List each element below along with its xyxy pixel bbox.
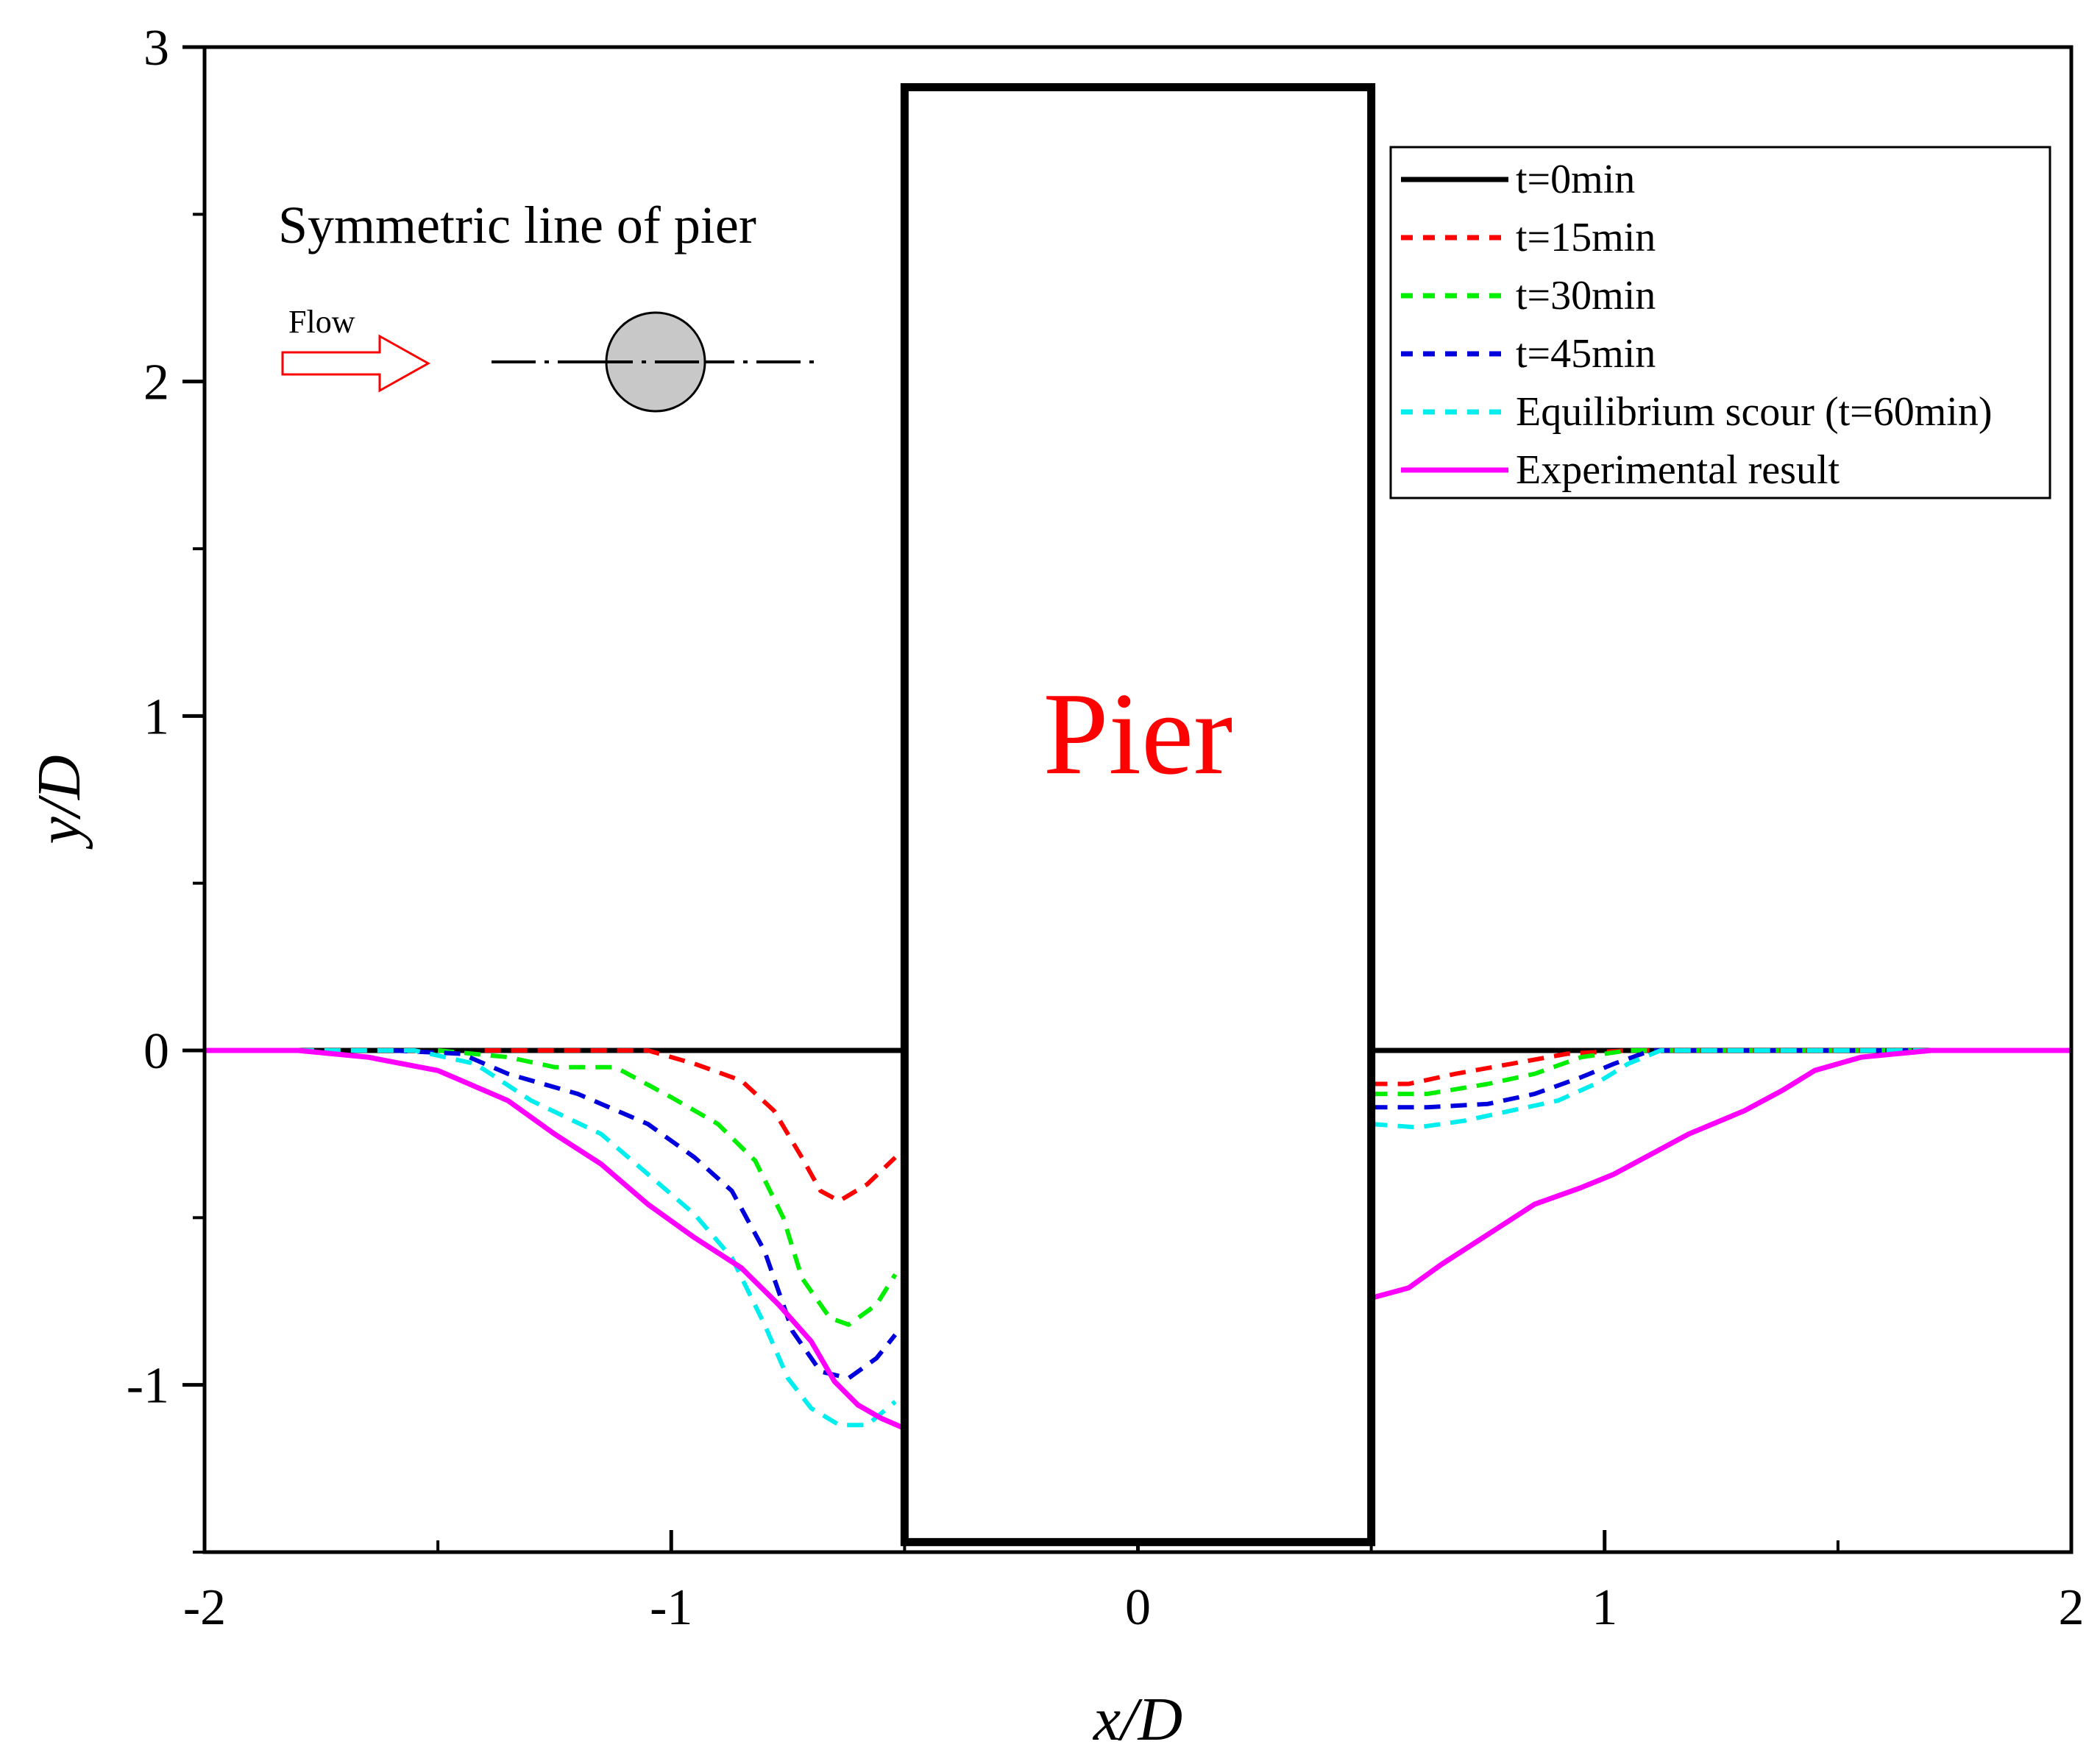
legend-label: Equilibrium scour (t=60min) [1516,389,1993,435]
y-tick-label: 3 [143,20,169,77]
x-tick-label: 1 [1592,1579,1617,1636]
y-tick-label: -1 [127,1358,169,1415]
series-4 [297,1048,1979,1428]
x-tick-label: 2 [2059,1579,2085,1636]
legend-label: t=15min [1516,215,1656,260]
annotation-title: Symmetric line of pier [278,196,756,255]
x-tick-label: 0 [1125,1579,1151,1636]
legend-label: t=0min [1516,157,1635,202]
legend-label: t=45min [1516,331,1656,377]
y-tick-label: 2 [143,355,169,411]
series-line [1371,1048,1931,1097]
y-tick-label: 0 [143,1023,169,1080]
series-5 [205,1047,2071,1431]
legend: t=0min t=15min t=30min t=45min Equilibrium s… [1389,146,2051,499]
series-line [1370,1047,2071,1301]
series-line [1371,1048,1979,1110]
axis-ticks: -2 -1 0 1 2 -1 0 1 2 3 x/D y/D [25,20,2085,1750]
series-line [391,1048,898,1381]
flow-arrow-icon [281,334,431,393]
pier-group: Pier [900,83,1376,1546]
legend-label: Experimental result [1516,447,1840,493]
x-axis-title: x/D [1092,1685,1182,1750]
legend-box [1389,146,2051,499]
symmetric-line-annotation: Symmetric line of pier Flow [278,196,820,413]
plot-frame [202,45,2074,1554]
pier-rectangle [900,83,1376,1546]
series-3 [391,1048,1979,1381]
flow-label: Flow [288,304,355,340]
y-tick-label: 1 [143,689,169,745]
series-line [484,1048,897,1203]
series-line [437,1048,898,1327]
legend-label: t=30min [1516,273,1656,319]
y-axis-title: y/D [25,755,93,850]
series-line [297,1048,897,1428]
series-lines [205,1047,2071,1431]
pier-label: Pier [1043,668,1233,799]
series-2 [437,1048,1931,1327]
x-tick-label: -1 [650,1579,692,1636]
x-tick-label: -2 [183,1579,226,1636]
series-line [205,1047,906,1431]
